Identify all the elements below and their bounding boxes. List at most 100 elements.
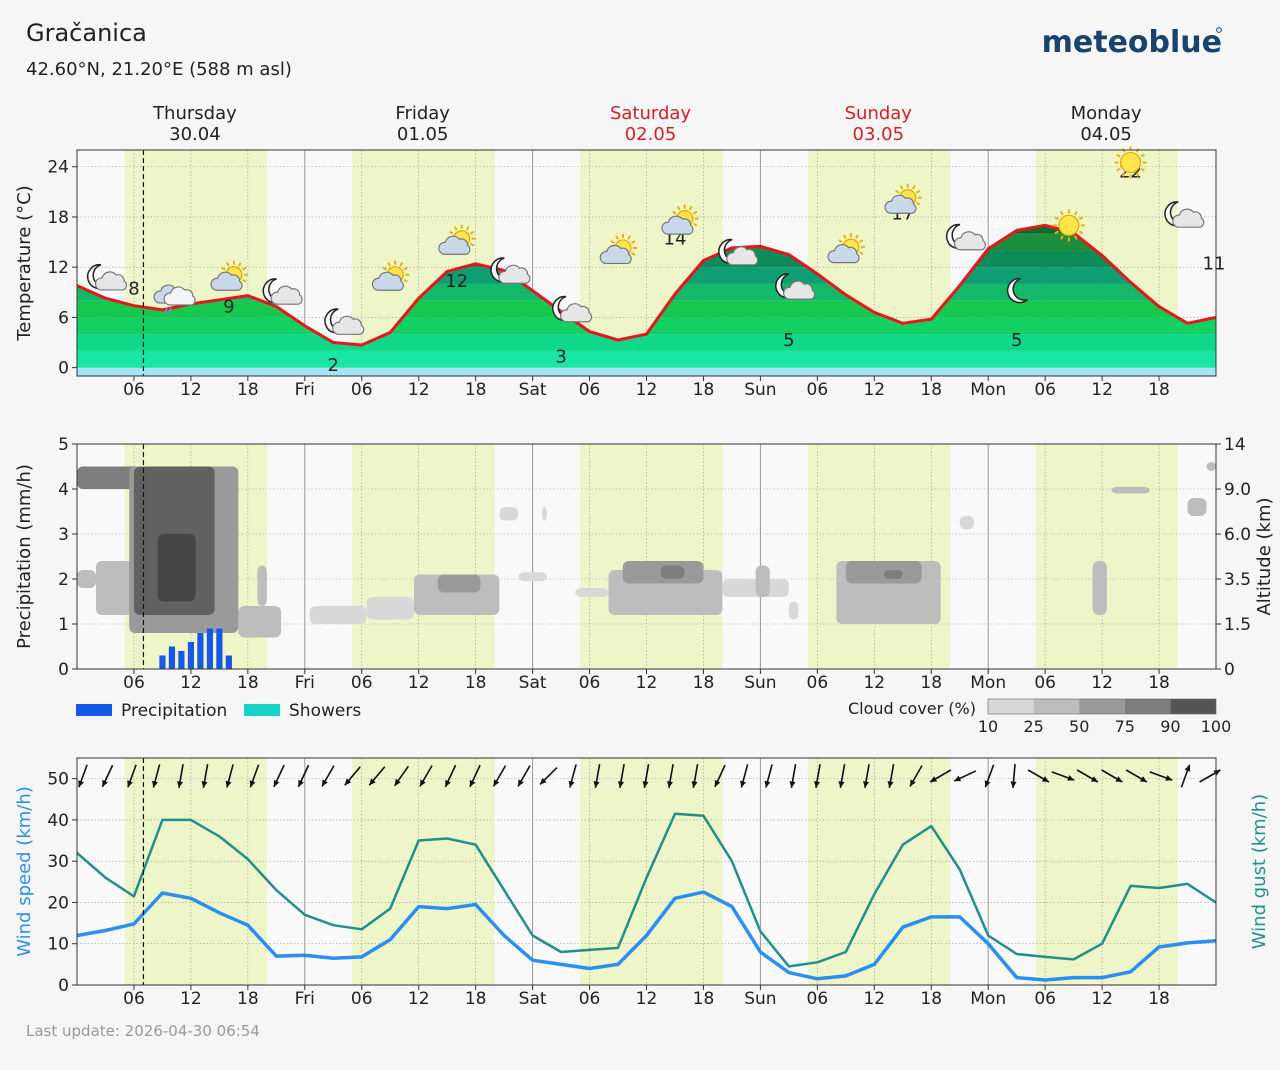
cloud-cover-patch [575, 588, 609, 597]
wind-direction-arrow [863, 764, 870, 788]
wind-direction-arrow [984, 764, 995, 788]
brand-logo[interactable]: meteoblue [1042, 25, 1222, 60]
cloud-icon [661, 215, 694, 235]
temperature-value-label: 12 [445, 271, 468, 292]
sun-ray [221, 266, 226, 271]
cloud-icon [332, 315, 365, 335]
precipitation-bar [159, 655, 166, 669]
moon-icon [1006, 277, 1028, 304]
arrow-head [1213, 770, 1221, 776]
wind-direction-arrow [368, 766, 386, 786]
cloud-icon [599, 244, 632, 265]
cloud-cover-legend-swatch [988, 699, 1034, 714]
sun-ray [915, 189, 921, 194]
arrow-head [322, 779, 328, 787]
arrow-head [540, 777, 547, 785]
arrow-head [420, 779, 426, 787]
cloud-icon [94, 271, 128, 291]
y2-tick-label: 9.0 [1224, 480, 1251, 500]
x-tick-label: 18 [1148, 989, 1170, 1009]
cloud-icon [827, 244, 860, 264]
cloud-cover-patch [755, 565, 770, 597]
arrow-head [618, 781, 625, 788]
sun-ray [226, 262, 230, 267]
sun-cloud-icon [438, 224, 476, 255]
sun-disc [1058, 214, 1080, 236]
y-tick-label: 12 [47, 258, 69, 278]
sun-icon [1114, 146, 1147, 179]
x-tick-label: Fri [295, 989, 315, 1009]
cloud-icon [884, 194, 917, 214]
y-tick-label: 24 [47, 158, 69, 178]
x-tick-label: 18 [465, 673, 487, 693]
moon-cloud-icon [552, 295, 593, 323]
arrow-head [1184, 764, 1191, 772]
wind-direction-arrow [789, 764, 797, 788]
moon-cloud-icon [945, 223, 987, 251]
x-tick-label: 18 [465, 989, 487, 1009]
x-tick-label: Sun [744, 989, 776, 1009]
x-tick-label: 06 [123, 989, 145, 1009]
cloud-cover-legend-label: 75 [1115, 717, 1135, 736]
precipitation-bar [178, 651, 185, 669]
wind-speed-axis-label: Wind speed (km/h) [14, 786, 35, 957]
precipitation-bar [197, 633, 204, 669]
sun-ray [242, 266, 247, 271]
cloud-cover-patch [77, 570, 96, 588]
y2-tick-label: 6.0 [1224, 525, 1251, 545]
cloud-cover-legend-label: 25 [1023, 717, 1043, 736]
wind-direction-arrow [273, 764, 285, 788]
arrow-head [714, 779, 721, 787]
x-tick-label: 12 [1091, 989, 1113, 1009]
last-update-text: Last update: 2026-04-30 06:54 [26, 1022, 260, 1040]
sun-ray [1078, 230, 1084, 235]
day-name-label: Sunday [845, 103, 913, 124]
x-tick-label: 12 [180, 989, 202, 1009]
temperature-value-label: 8 [128, 279, 139, 300]
wind-direction-arrow [492, 765, 507, 787]
arrow-head [984, 780, 991, 788]
x-tick-label: 12 [863, 380, 885, 400]
wind-direction-arrow [667, 764, 674, 788]
sun-ray [1140, 167, 1145, 172]
day-date-label: 03.05 [853, 124, 905, 145]
x-tick-label: 06 [1034, 380, 1056, 400]
arrow-head [887, 781, 894, 788]
sun-cloud-icon [827, 233, 865, 264]
location-title: Gračanica [26, 19, 147, 47]
day-date-label: 01.05 [397, 124, 449, 145]
y-tick-label: 10 [47, 935, 69, 955]
arrow-head [127, 780, 133, 788]
registered-mark-icon [1216, 27, 1222, 33]
y-tick-label: 30 [47, 852, 69, 872]
sun-ray [382, 266, 388, 271]
cloud-cover-patch [77, 466, 144, 489]
wind-direction-arrow [201, 764, 209, 788]
precipitation-legend-label: Precipitation [121, 701, 227, 721]
wind-direction-arrow [691, 764, 699, 788]
sun-ray [238, 262, 242, 267]
x-tick-label: 18 [1148, 673, 1170, 693]
sun-ray [692, 222, 698, 227]
sun-ray [453, 226, 458, 231]
arrow-head [691, 781, 698, 788]
sun-ray [692, 210, 698, 215]
wind-direction-arrow [152, 764, 161, 788]
x-tick-label: 18 [237, 673, 259, 693]
x-tick-label: 06 [579, 989, 601, 1009]
wind-direction-arrow [1076, 769, 1099, 783]
moon-cloud-icon [718, 238, 759, 266]
sun-icon [1052, 209, 1085, 242]
cloud-cover-patch [959, 516, 974, 530]
x-tick-label: Mon [970, 673, 1006, 693]
wind-gust-line [76, 812, 1217, 968]
arrow-head [667, 781, 674, 788]
sun-cloud-icon [371, 260, 410, 291]
temperature-axis-label: Temperature (°C) [14, 185, 35, 341]
wind-speed-line [76, 890, 1217, 982]
wind-direction-arrow [444, 764, 457, 788]
day-name-label: Saturday [610, 103, 691, 124]
y-tick-label: 40 [47, 811, 69, 831]
sun-cloud-icon [599, 233, 638, 265]
wind-direction-arrow [1101, 769, 1123, 783]
